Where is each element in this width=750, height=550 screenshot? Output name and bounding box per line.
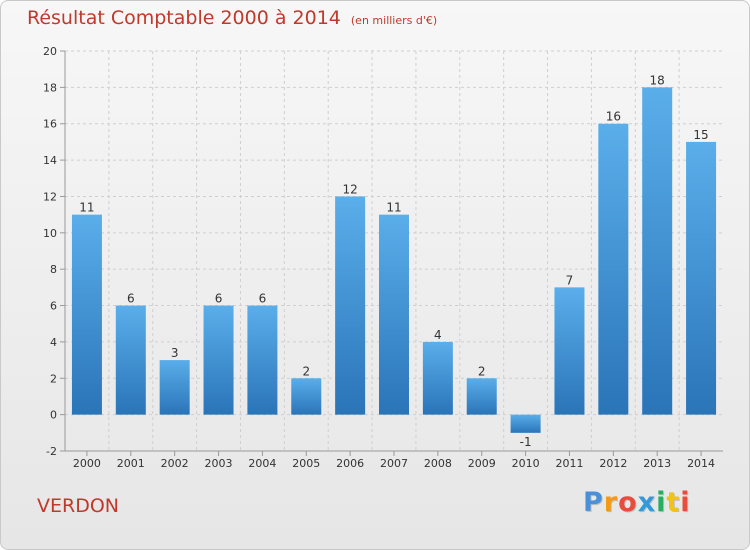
chart-subtitle: (en milliers d'€) — [350, 14, 438, 27]
chart-title-text: Résultat Comptable 2000 à 2014 — [27, 7, 341, 29]
value-label-2008: 4 — [434, 328, 442, 342]
chart-title: Résultat Comptable 2000 à 2014 (en millie… — [27, 7, 437, 29]
value-label-2003: 6 — [215, 292, 223, 306]
value-label-2009: 2 — [478, 364, 486, 378]
bar-2001 — [115, 305, 146, 415]
x-tick-label: 2014 — [687, 457, 715, 470]
x-tick-label: 2007 — [380, 457, 408, 470]
logo-letter: P — [583, 487, 604, 518]
value-label-2005: 2 — [302, 364, 310, 378]
x-tick-label: 2000 — [73, 457, 101, 470]
value-label-2007: 11 — [386, 201, 401, 215]
bar-2014 — [686, 141, 717, 415]
bar-2008 — [422, 341, 453, 415]
commune-name: VERDON — [37, 495, 120, 517]
y-tick-label: 20 — [43, 45, 57, 58]
value-label-2013: 18 — [650, 73, 665, 87]
logo-letter: x — [637, 487, 657, 518]
bar-2009 — [466, 378, 497, 415]
y-tick-label: 16 — [43, 118, 57, 131]
bar-2007 — [379, 214, 409, 415]
value-label-2012: 16 — [606, 110, 621, 124]
x-tick-label: 2013 — [643, 457, 671, 470]
y-tick-label: 18 — [43, 81, 57, 94]
bar-2006 — [335, 196, 366, 415]
logo-letter: o — [618, 487, 638, 518]
y-tick-label: 10 — [43, 227, 57, 240]
x-tick-label: 2005 — [292, 457, 320, 470]
value-label-2006: 12 — [342, 182, 357, 196]
value-label-2014: 15 — [693, 128, 708, 142]
y-tick-label: 6 — [50, 300, 57, 313]
y-tick-label: 8 — [50, 263, 57, 276]
y-tick-label: -2 — [46, 445, 57, 458]
bar-2003 — [203, 305, 234, 415]
x-tick-label: 2006 — [336, 457, 364, 470]
value-label-2002: 3 — [171, 346, 179, 360]
proxiti-logo: Proxiti — [583, 487, 691, 518]
axes — [60, 50, 723, 456]
logo-letter: r — [603, 487, 619, 518]
logo-letter: i — [680, 487, 691, 518]
y-tick-label: 14 — [43, 154, 57, 167]
bar-2004 — [247, 305, 278, 415]
y-tick-label: 2 — [50, 372, 57, 385]
bar-2011 — [554, 287, 585, 415]
x-tick-label: 2001 — [117, 457, 145, 470]
logo-letter: i — [656, 487, 667, 518]
x-tick-label: 2009 — [468, 457, 496, 470]
bar-2013 — [642, 87, 673, 415]
bar-2005 — [291, 378, 322, 415]
bar-2010 — [510, 414, 541, 433]
logo-letter: t — [666, 487, 681, 518]
x-tick-label: 2002 — [161, 457, 189, 470]
value-label-2011: 7 — [566, 273, 574, 287]
bar-2000 — [71, 214, 102, 415]
bar-2002 — [159, 360, 190, 415]
bar-2012 — [598, 123, 629, 415]
x-tick-label: 2012 — [599, 457, 627, 470]
y-tick-label: 12 — [43, 190, 57, 203]
value-label-2001: 6 — [127, 292, 135, 306]
x-tick-label: 2010 — [512, 457, 540, 470]
value-label-2004: 6 — [259, 292, 267, 306]
x-tick-label: 2011 — [555, 457, 583, 470]
value-label-2010: -1 — [520, 435, 532, 449]
labels: -2 0 2 4 6 8 10 12 14 16 18 20 2000 11 2001 6 2002 3 2003 6… — [43, 45, 715, 470]
x-tick-label: 2004 — [248, 457, 276, 470]
x-tick-label: 2008 — [424, 457, 452, 470]
x-tick-label: 2003 — [205, 457, 233, 470]
y-tick-label: 4 — [50, 336, 57, 349]
y-tick-label: 0 — [50, 409, 57, 422]
bars — [71, 87, 717, 433]
value-label-2000: 11 — [79, 201, 94, 215]
